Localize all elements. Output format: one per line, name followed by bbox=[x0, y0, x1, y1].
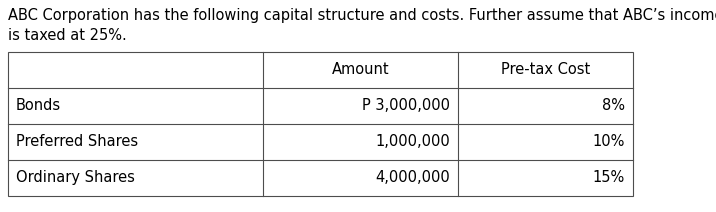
Bar bbox=[8, 52, 633, 196]
Text: Preferred Shares: Preferred Shares bbox=[16, 134, 138, 149]
Text: Amount: Amount bbox=[332, 63, 390, 78]
Text: 8%: 8% bbox=[602, 99, 625, 113]
Text: 1,000,000: 1,000,000 bbox=[375, 134, 450, 149]
Text: ABC Corporation has the following capital structure and costs. Further assume th: ABC Corporation has the following capita… bbox=[8, 8, 716, 43]
Text: 15%: 15% bbox=[593, 170, 625, 186]
Text: 10%: 10% bbox=[593, 134, 625, 149]
Text: 4,000,000: 4,000,000 bbox=[375, 170, 450, 186]
Text: Bonds: Bonds bbox=[16, 99, 61, 113]
Text: P 3,000,000: P 3,000,000 bbox=[362, 99, 450, 113]
Text: Ordinary Shares: Ordinary Shares bbox=[16, 170, 135, 186]
Text: Pre-tax Cost: Pre-tax Cost bbox=[501, 63, 590, 78]
